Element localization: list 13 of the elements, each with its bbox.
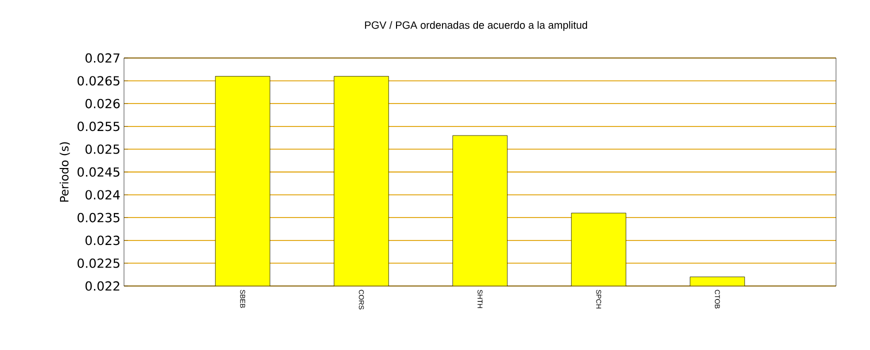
y-tick-label: 0.0225 xyxy=(78,258,120,268)
y-tick-label: 0.027 xyxy=(86,53,120,63)
y-tick-label: 0.023 xyxy=(86,236,120,246)
y-tick-label: 0.025 xyxy=(86,144,120,154)
y-tick-label: 0.0235 xyxy=(78,212,120,222)
y-tick-label: 0.0265 xyxy=(78,76,120,86)
y-tick-label: 0.024 xyxy=(86,190,120,200)
y-tick-label: 0.026 xyxy=(86,98,120,108)
chart-title: PGV / PGA ordenadas de acuerdo a la amplitud xyxy=(365,21,588,31)
y-tick-label: 0.022 xyxy=(86,281,120,291)
y-tick-label: 0.0255 xyxy=(78,122,120,132)
y-tick-label: 0.0245 xyxy=(78,167,120,177)
y-axis-title: Periodo (s) xyxy=(60,142,70,202)
